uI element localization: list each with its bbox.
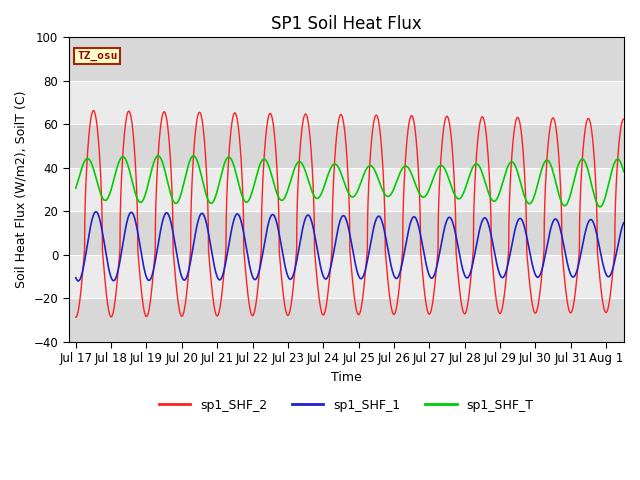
Bar	[68, 168, 623, 211]
Legend: sp1_SHF_2, sp1_SHF_1, sp1_SHF_T: sp1_SHF_2, sp1_SHF_1, sp1_SHF_T	[154, 394, 539, 417]
Title: SP1 Soil Heat Flux: SP1 Soil Heat Flux	[271, 15, 422, 33]
Bar	[68, 299, 623, 342]
Bar	[68, 255, 623, 299]
Bar	[68, 81, 623, 124]
Text: TZ_osu: TZ_osu	[77, 51, 118, 61]
Y-axis label: Soil Heat Flux (W/m2), SoilT (C): Soil Heat Flux (W/m2), SoilT (C)	[15, 91, 28, 288]
Bar	[68, 211, 623, 255]
X-axis label: Time: Time	[331, 371, 362, 384]
Bar	[68, 124, 623, 168]
Bar	[68, 37, 623, 81]
